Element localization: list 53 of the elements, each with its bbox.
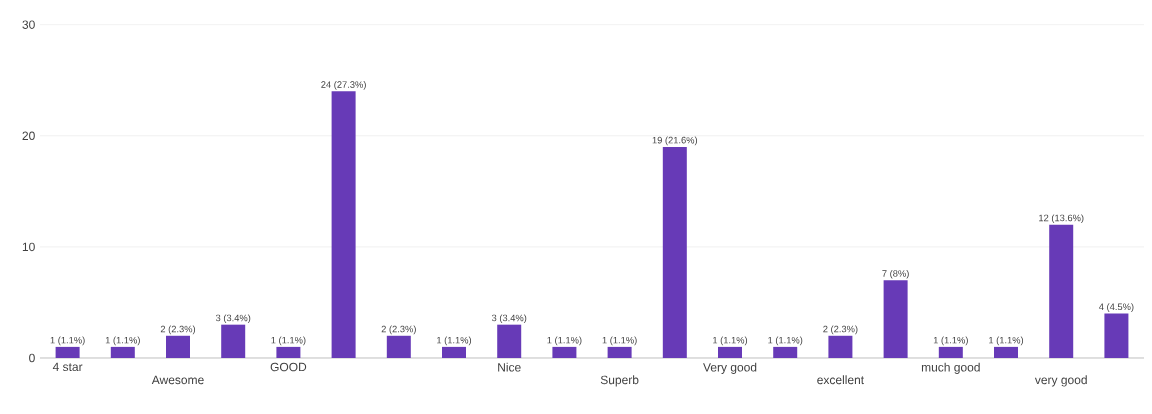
bar: [1049, 224, 1074, 358]
data-label: 2 (2.3%): [381, 325, 416, 335]
bar: [607, 346, 632, 358]
x-tick-label: 4 star: [52, 362, 83, 372]
bar: [276, 346, 301, 358]
bar: [442, 346, 467, 358]
x-tick-label: Very good: [703, 362, 757, 374]
bar: [552, 346, 577, 358]
bar: [662, 146, 687, 358]
bar: [221, 324, 246, 358]
data-label: 2 (2.3%): [823, 325, 858, 335]
data-label: 7 (8%): [882, 269, 909, 279]
data-label: 1 (1.1%): [547, 336, 582, 346]
data-label: 1 (1.1%): [437, 336, 472, 346]
x-tick-label: Nice: [498, 362, 521, 372]
y-tick-label: 20: [22, 131, 35, 141]
bar: [166, 335, 190, 358]
y-tick-label: 0: [29, 353, 35, 363]
x-tick-label: GOOD: [270, 362, 307, 372]
bar: [1104, 313, 1129, 358]
data-label: 1 (1.1%): [105, 336, 140, 346]
data-label: 19 (21.6%): [652, 136, 698, 146]
bar: [386, 335, 411, 358]
x-tick-label: Superb: [600, 375, 639, 387]
bar: [110, 346, 135, 358]
data-label: 1 (1.1%): [271, 336, 306, 346]
x-tick-label: very good: [1034, 375, 1087, 387]
bar: [773, 346, 798, 358]
x-tick-label: much good: [921, 362, 980, 374]
bar: [883, 280, 908, 358]
bar: [994, 346, 1019, 358]
data-label: 1 (1.1%): [713, 336, 748, 346]
y-tick-label: 30: [22, 20, 35, 29]
data-label: 24 (27.3%): [321, 81, 366, 90]
data-label: 12 (13.6%): [1039, 214, 1084, 224]
bar: [718, 346, 743, 358]
data-label: 1 (1.1%): [50, 336, 85, 346]
x-tick-label: Awesome: [151, 375, 204, 385]
data-label: 1 (1.1%): [768, 336, 803, 346]
data-label: 2 (2.3%): [160, 325, 196, 335]
data-label: 4 (4.5%): [1098, 303, 1134, 312]
bar: [331, 91, 356, 358]
data-label: 1 (1.1%): [602, 336, 637, 346]
bar: [55, 346, 80, 358]
bar: [938, 346, 963, 358]
bar: [828, 335, 853, 358]
data-label: 3 (3.4%): [491, 314, 527, 324]
data-label: 3 (3.4%): [215, 314, 251, 324]
bar: [497, 324, 522, 358]
data-label: 1 (1.1%): [989, 336, 1024, 346]
y-tick-label: 10: [22, 242, 35, 252]
x-tick-label: excellent: [817, 375, 864, 385]
data-label: 1 (1.1%): [933, 336, 968, 346]
